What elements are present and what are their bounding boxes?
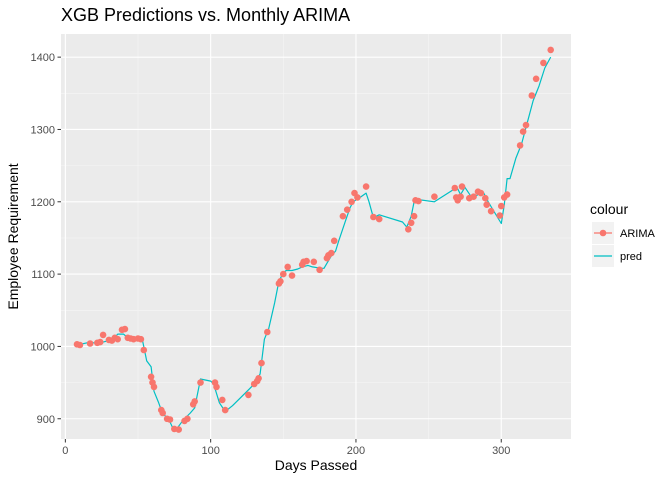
y-tick-label: 1000 [31,341,55,353]
data-point-arima [503,191,511,198]
data-point-arima [458,183,466,190]
x-axis: 0 100 200 300 [62,439,510,457]
data-point-arima [310,258,318,266]
chart-title: XGB Predictions vs. Monthly ARIMA [61,5,350,25]
data-point-arima [483,201,491,208]
data-point-arima [264,328,271,336]
data-point-arima [280,270,287,278]
data-point-arima [522,121,530,129]
plot-panel [61,34,571,439]
legend-key-point-arima [599,229,607,237]
data-point-arima [213,383,220,391]
x-tick-label: 200 [347,445,365,457]
data-point-arima [519,128,527,135]
data-point-arima [245,391,252,399]
minor-gridlines [61,34,571,439]
data-point-arima [166,416,174,423]
data-point-arima [175,426,182,433]
data-point-arima [487,207,495,215]
data-point-arima [140,346,148,354]
data-point-arima [277,278,284,285]
data-point-arima [496,212,504,219]
y-tick-label: 1300 [31,124,55,136]
data-point-arima [159,409,166,417]
data-point-arima [121,325,129,333]
data-point-arima [451,184,459,192]
y-tick-label: 1400 [31,52,55,64]
data-point-arima [288,272,296,279]
data-point-arima [407,219,415,227]
data-point-arima [150,383,158,391]
data-point-arima [316,266,323,274]
x-tick-label: 300 [492,445,510,457]
data-point-arima [86,340,94,347]
y-axis: 900 1000 1100 1200 1300 1400 [31,52,61,426]
data-point-arima [477,189,485,197]
data-point-arima [343,206,351,213]
legend-entries: ARIMA pred [592,222,656,267]
x-axis-title: Days Passed [275,457,357,473]
data-point-arima [99,331,107,339]
data-point-arima [258,359,265,367]
y-axis-title: Employee Requirement [5,163,21,309]
series-layer [73,46,554,433]
y-tick-label: 1200 [31,197,55,209]
data-point-arima [362,183,370,190]
data-point-arima [457,193,464,200]
data-point-arima [528,92,536,99]
data-point-arima [348,198,355,206]
data-point-arima [76,341,84,349]
legend-label-pred: pred [620,251,642,263]
data-point-arima [137,335,145,343]
data-point-arima [405,226,412,233]
data-point-arima [540,59,547,67]
data-point-arima [328,249,335,257]
y-tick-label: 900 [37,414,55,426]
data-point-arima [354,194,361,201]
data-point-arima [284,263,292,271]
data-point-arima [415,197,422,205]
data-point-arima [96,338,104,346]
data-point-arima [114,335,121,343]
data-point-arima [219,396,226,404]
data-point-arima [498,202,505,210]
data-point-arima [330,237,338,245]
data-point-arima [184,415,191,423]
data-point-arima [370,213,377,221]
data-point-arima [221,406,229,414]
data-point-arima [431,193,438,200]
data-point-arima [255,375,262,382]
major-gridlines [61,34,571,439]
x-tick-label: 100 [201,445,219,457]
data-point-arima [375,215,383,223]
y-tick-label: 1100 [31,269,55,281]
legend-label-arima: ARIMA [620,228,656,240]
data-point-arima [516,142,524,149]
x-tick-label: 0 [62,445,68,457]
data-point-arima [191,398,198,405]
data-point-arima [482,194,489,202]
legend: colour ARIMA pred [590,201,656,267]
data-point-arima [532,75,540,83]
data-point-arima [339,212,347,220]
data-point-arima [410,212,418,220]
data-point-arima [147,373,155,381]
legend-title: colour [590,201,628,217]
data-point-arima [470,193,477,200]
data-point-arima [547,46,554,54]
data-point-arima [303,257,310,265]
data-point-arima [197,379,204,386]
